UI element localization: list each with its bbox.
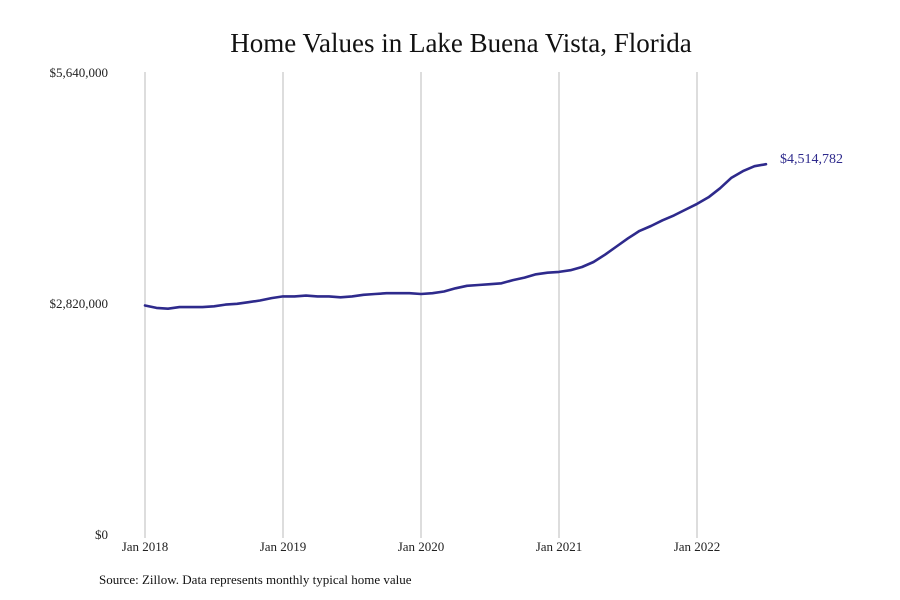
x-axis-tick-labels: Jan 2018 Jan 2019 Jan 2020 Jan 2021 Jan 2022	[122, 539, 721, 554]
x-tick-label: Jan 2021	[536, 539, 583, 554]
grid-lines	[144, 72, 698, 538]
chart-title: Home Values in Lake Buena Vista, Florida	[230, 28, 692, 58]
source-note: Source: Zillow. Data represents monthly …	[99, 572, 412, 587]
y-tick-label: $0	[95, 527, 108, 542]
x-tick-label: Jan 2022	[674, 539, 721, 554]
series-lines	[143, 162, 768, 311]
series-line	[143, 162, 768, 311]
x-tick-label: Jan 2018	[122, 539, 169, 554]
end-value-label: $4,514,782	[780, 152, 843, 167]
y-tick-label: $5,640,000	[50, 65, 109, 80]
y-axis-tick-labels: $0 $2,820,000 $5,640,000	[50, 65, 109, 542]
x-tick-label: Jan 2020	[398, 539, 445, 554]
data-labels: $4,514,782	[780, 152, 843, 167]
y-tick-label: $2,820,000	[50, 296, 109, 311]
x-tick-label: Jan 2019	[260, 539, 307, 554]
